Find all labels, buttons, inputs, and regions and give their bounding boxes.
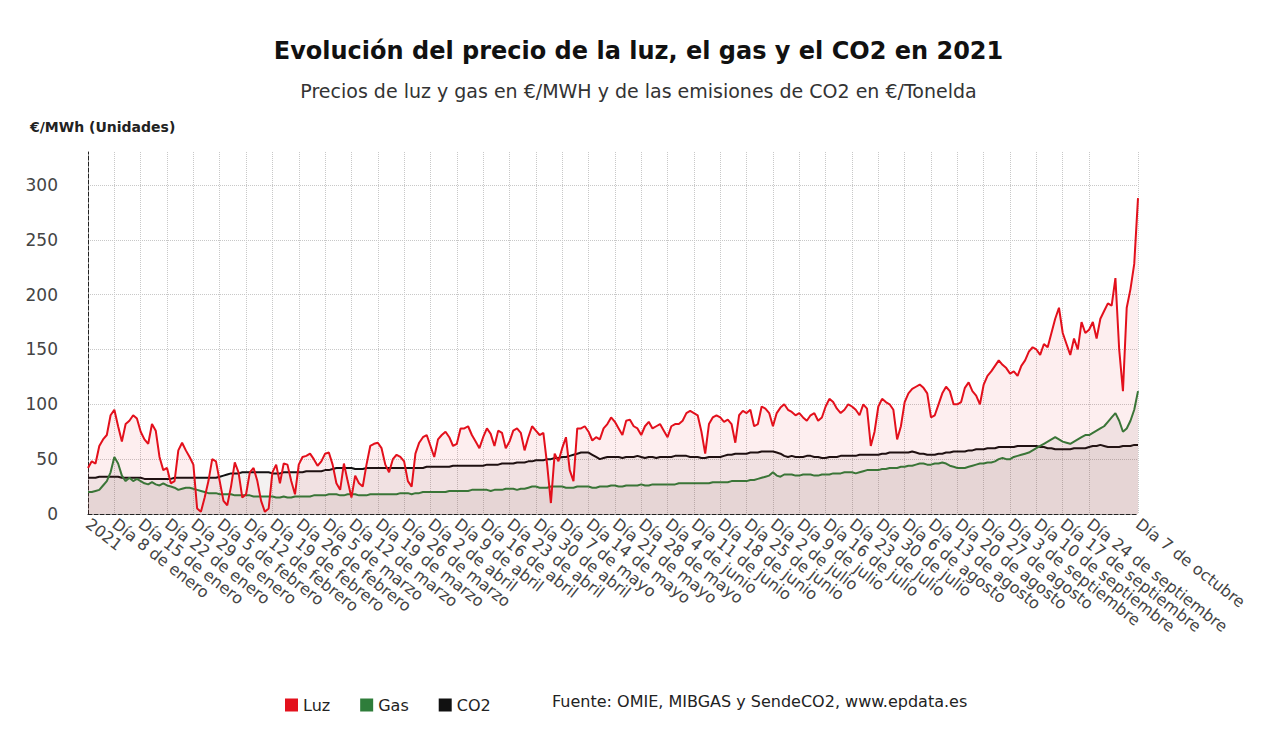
svg-text:Día 7 de octubre: Día 7 de octubre bbox=[1132, 515, 1249, 612]
svg-text:Evolución del precio de la luz: Evolución del precio de la luz, el gas y… bbox=[274, 37, 1004, 65]
svg-text:Día 19 de marzo: Día 19 de marzo bbox=[371, 514, 488, 611]
svg-text:Día 5 de febrero: Día 5 de febrero bbox=[213, 514, 328, 610]
svg-text:Día 28 de mayo: Día 28 de mayo bbox=[635, 514, 747, 608]
svg-text:Día 30 de julio: Día 30 de julio bbox=[872, 514, 976, 601]
svg-text:150: 150 bbox=[26, 339, 58, 359]
svg-text:Luz: Luz bbox=[303, 696, 330, 715]
svg-text:Día 12 de febrero: Día 12 de febrero bbox=[240, 514, 363, 616]
svg-text:Día 8 de enero: Día 8 de enero bbox=[108, 514, 213, 603]
svg-text:0: 0 bbox=[47, 504, 58, 524]
svg-text:Día 3 de septiembre: Día 3 de septiembre bbox=[1004, 514, 1145, 630]
svg-text:Día 27 de agosto: Día 27 de agosto bbox=[977, 514, 1097, 614]
svg-text:Día 7 de mayo: Día 7 de mayo bbox=[556, 514, 660, 602]
svg-text:Día 19 de febrero: Día 19 de febrero bbox=[266, 514, 389, 616]
svg-text:€/MWh (Unidades): €/MWh (Unidades) bbox=[29, 119, 175, 135]
svg-text:Día 23 de abril: Día 23 de abril bbox=[503, 514, 608, 602]
svg-text:Día 17 de septiembre: Día 17 de septiembre bbox=[1057, 515, 1205, 636]
svg-text:Día 14 de mayo: Día 14 de mayo bbox=[582, 514, 695, 608]
svg-text:200: 200 bbox=[26, 285, 58, 305]
svg-text:100: 100 bbox=[26, 394, 58, 414]
svg-text:Día 9 de julio: Día 9 de julio bbox=[793, 514, 889, 595]
svg-text:2021: 2021 bbox=[82, 514, 126, 555]
svg-text:Día 29 de enero: Día 29 de enero bbox=[187, 514, 301, 609]
svg-text:Día 13 de agosto: Día 13 de agosto bbox=[925, 514, 1045, 614]
svg-text:250: 250 bbox=[26, 230, 58, 250]
svg-text:Día 24 de septiembre: Día 24 de septiembre bbox=[1083, 514, 1232, 636]
svg-text:Día 15 de enero: Día 15 de enero bbox=[134, 514, 248, 609]
svg-text:Día 12 de marzo: Día 12 de marzo bbox=[345, 514, 462, 611]
svg-text:Día 2 de abril: Día 2 de abril bbox=[424, 514, 521, 596]
svg-text:Día 10 de septiembre: Día 10 de septiembre bbox=[1030, 514, 1179, 636]
svg-text:Gas: Gas bbox=[378, 696, 409, 715]
svg-text:300: 300 bbox=[26, 175, 58, 195]
svg-text:CO2: CO2 bbox=[457, 696, 491, 715]
svg-text:Día 26 de marzo: Día 26 de marzo bbox=[398, 514, 515, 611]
svg-text:Día 23 de julio: Día 23 de julio bbox=[846, 514, 949, 601]
svg-text:Día 25 de junio: Día 25 de junio bbox=[740, 514, 848, 605]
svg-text:Día 9 de abril: Día 9 de abril bbox=[451, 514, 548, 596]
svg-text:Día 20 de agosto: Día 20 de agosto bbox=[951, 514, 1071, 614]
svg-text:50: 50 bbox=[36, 449, 58, 469]
svg-text:Día 11 de junio: Día 11 de junio bbox=[688, 514, 796, 605]
svg-text:Fuente: OMIE, MIBGAS y SendeCO: Fuente: OMIE, MIBGAS y SendeCO2, www.epd… bbox=[552, 692, 967, 711]
svg-text:Día 2 de julio: Día 2 de julio bbox=[767, 514, 862, 595]
svg-text:Día 4 de junio: Día 4 de junio bbox=[661, 514, 761, 598]
svg-text:Día 6 de agosto: Día 6 de agosto bbox=[898, 514, 1010, 608]
svg-text:Día 30 de abril: Día 30 de abril bbox=[530, 514, 635, 602]
svg-text:Día 5 de marzo: Día 5 de marzo bbox=[319, 514, 428, 605]
svg-text:Día 22 de enero: Día 22 de enero bbox=[161, 514, 274, 609]
svg-text:Precios de luz y gas en €/MWH: Precios de luz y gas en €/MWH y de las e… bbox=[300, 80, 976, 102]
svg-text:Día 18 de junio: Día 18 de junio bbox=[714, 514, 822, 605]
svg-text:Día 26 de febrero: Día 26 de febrero bbox=[292, 514, 415, 616]
svg-text:Día 21 de mayo: Día 21 de mayo bbox=[609, 514, 721, 608]
svg-text:Día 16 de abril: Día 16 de abril bbox=[477, 514, 582, 602]
svg-text:Día 16 de julio: Día 16 de julio bbox=[819, 514, 923, 601]
